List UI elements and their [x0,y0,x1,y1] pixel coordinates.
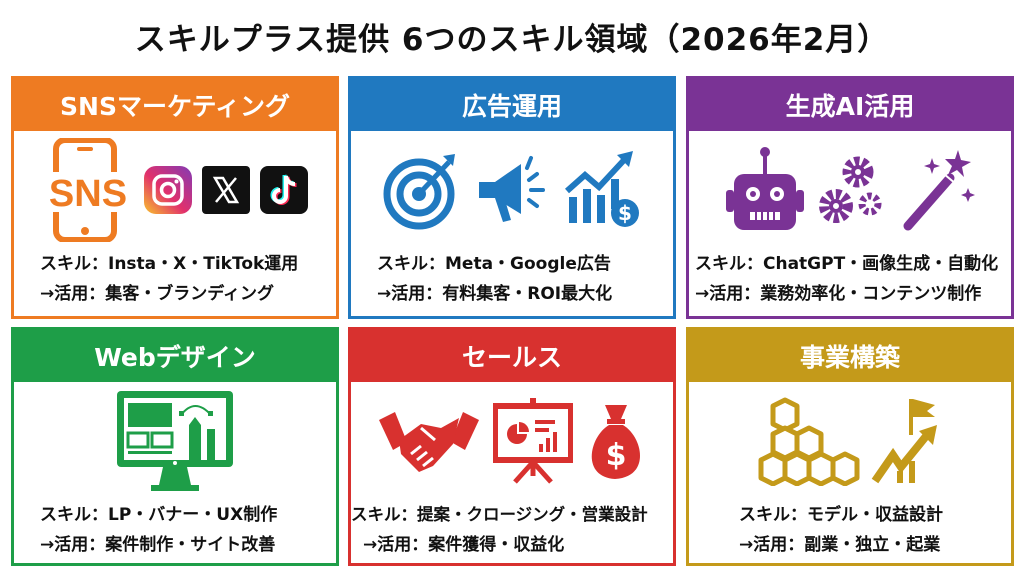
sns-label: SNS [49,173,127,215]
skill-text: スキル：Insta・X・TikTok運用 [40,254,299,274]
magic-wand-icon [903,150,975,231]
card-heading: 事業構築 [689,330,1011,382]
card-advertising: 広告運用 $ スキル：Meta・Google広告 →活用：有料集客・ROI最大化 [348,76,676,319]
skill-text: スキル：モデル・収益設計 [739,505,943,525]
use-text: →活用：案件獲得・収益化 [363,535,565,555]
skill-text: スキル：Meta・Google広告 [377,254,611,274]
tiktok-icon [260,166,308,214]
card-heading: Webデザイン [14,330,336,382]
monitor-design-icon [117,391,233,491]
smartphone-sns-icon: SNS [42,138,134,242]
use-text: →活用：業務効率化・コンテンツ制作 [695,284,982,304]
card-heading: セールス [351,330,673,382]
card-heading: 生成AI活用 [689,79,1011,131]
x-icon [202,166,250,214]
skill-text: スキル：ChatGPT・画像生成・自動化 [695,254,999,274]
presentation-icon [493,398,573,484]
card-web-design: Webデザイン スキル：LP・バナー・UX制作 →活用：案件制作・サイト改善 [11,327,339,566]
card-sales: セールス $ スキル：提案・クロージング・営業設計 →活用：案件獲得・収益化 [348,327,676,566]
growth-chart-dollar-icon: $ [565,151,639,227]
skill-text: スキル：LP・バナー・UX制作 [40,505,278,525]
use-text: →活用：案件制作・サイト改善 [40,535,276,555]
instagram-icon [144,166,192,214]
svg-text:$: $ [618,201,632,225]
megaphone-icon [479,156,545,222]
skill-text: スキル：提案・クロージング・営業設計 [351,505,648,524]
money-bag-icon: $ [591,405,640,479]
growth-flag-icon [871,399,937,484]
blocks-icon [758,397,860,486]
svg-text:$: $ [606,438,627,473]
gears-icon [819,156,882,223]
robot-icon [726,147,804,230]
card-sns-marketing: SNSマーケティング SNS スキル：Insta・X・TikTok運 [11,76,339,319]
card-heading: SNSマーケティング [14,79,336,131]
use-text: →活用：集客・ブランディング [40,284,275,304]
card-generative-ai: 生成AI活用 スキル：ChatGPT・画像生成・自動 [686,76,1014,319]
page-title: スキルプラス提供 6つのスキル領域（2026年2月） [134,22,890,58]
handshake-icon [379,412,479,472]
card-business-building: 事業構築 スキル：モデル・収益設計 →活用：副業・独立・起業 [686,327,1014,566]
use-text: →活用：有料集客・ROI最大化 [377,284,613,304]
card-heading: 広告運用 [351,79,673,131]
use-text: →活用：副業・独立・起業 [739,535,941,555]
target-icon [383,154,455,230]
